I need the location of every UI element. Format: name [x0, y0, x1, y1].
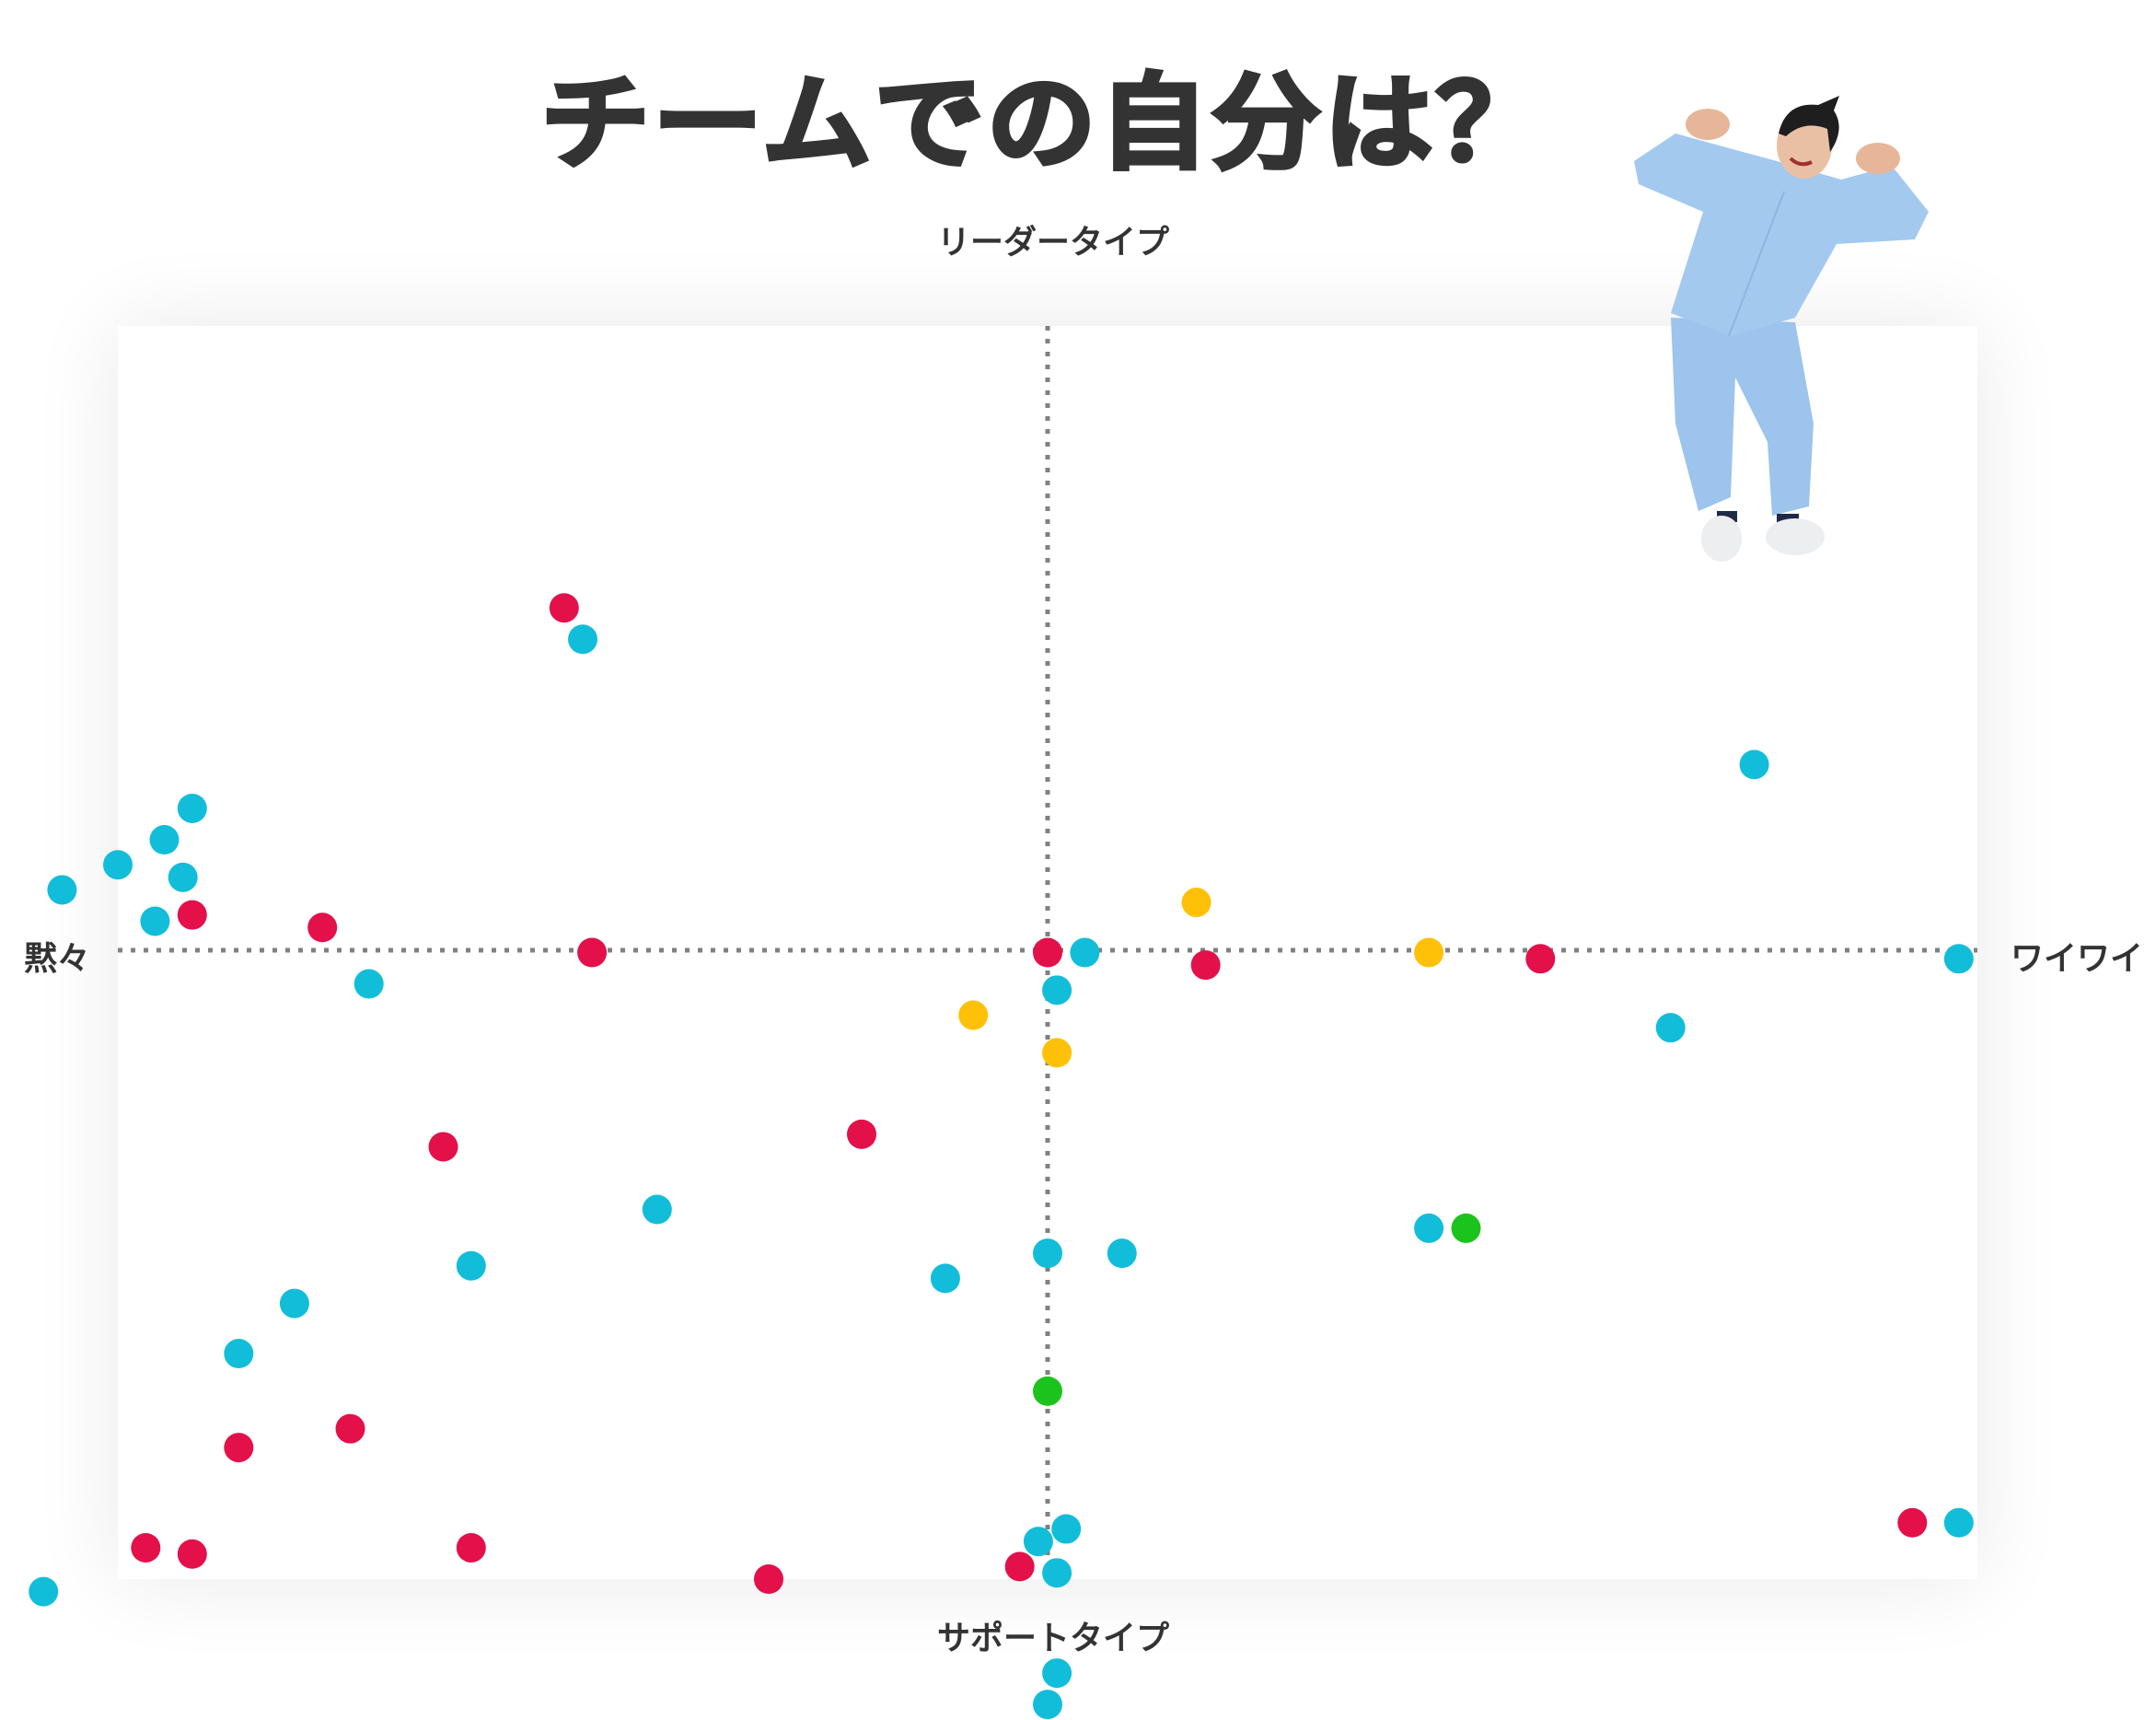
- data-point-red: [1525, 944, 1556, 974]
- data-point-red: [1190, 950, 1221, 981]
- data-point-red: [1004, 1551, 1035, 1582]
- data-point-cyan: [1042, 1558, 1072, 1588]
- data-point-cyan: [149, 825, 180, 855]
- axis-label-left: 黙々: [24, 940, 91, 978]
- axis-label-bottom: サポートタイプ: [936, 1620, 1170, 1657]
- data-point-cyan: [568, 624, 597, 655]
- data-point-cyan: [279, 1288, 309, 1319]
- data-point-red: [307, 912, 338, 943]
- data-point-red: [1033, 937, 1062, 968]
- data-point-cyan: [168, 862, 198, 892]
- data-point-green: [1451, 1213, 1481, 1243]
- data-point-yellow: [1414, 937, 1444, 968]
- data-point-red: [131, 1532, 161, 1563]
- data-point-red: [224, 1433, 254, 1463]
- data-point-cyan: [224, 1339, 254, 1369]
- data-point-cyan: [456, 1250, 486, 1281]
- data-point-cyan: [1414, 1213, 1444, 1243]
- data-point-cyan: [140, 906, 170, 936]
- data-point-cyan: [1107, 1238, 1137, 1269]
- data-point-cyan: [1042, 1658, 1072, 1689]
- data-point-cyan: [1023, 1527, 1053, 1557]
- axis-label-top: リーダータイプ: [936, 224, 1170, 261]
- data-point-red: [1897, 1507, 1928, 1538]
- data-point-cyan: [354, 969, 384, 999]
- data-point-cyan: [1070, 937, 1100, 968]
- data-point-cyan: [1943, 944, 1974, 974]
- data-point-cyan: [177, 793, 207, 823]
- data-point-cyan: [47, 875, 77, 905]
- data-point-yellow: [1181, 888, 1211, 918]
- data-point-cyan: [930, 1263, 960, 1294]
- page-title: チームでの自分は？: [539, 61, 1549, 186]
- data-point-cyan: [1739, 750, 1769, 780]
- data-point-green: [1033, 1376, 1062, 1406]
- data-point-red: [754, 1564, 783, 1594]
- data-point-cyan: [29, 1576, 59, 1607]
- data-point-red: [577, 937, 608, 968]
- data-point-red: [549, 593, 579, 623]
- data-point-cyan: [642, 1194, 672, 1225]
- data-point-cyan: [1655, 1013, 1686, 1043]
- data-point-red: [456, 1532, 486, 1563]
- data-point-red: [847, 1119, 876, 1149]
- data-point-red: [177, 1539, 207, 1569]
- data-point-cyan: [1943, 1507, 1974, 1538]
- data-point-yellow: [1042, 1038, 1072, 1068]
- axis-label-right: ワイワイ: [2011, 940, 2144, 978]
- data-point-yellow: [958, 1000, 989, 1030]
- data-point-red: [335, 1413, 365, 1444]
- data-point-cyan: [1042, 975, 1072, 1005]
- data-point-red: [177, 900, 207, 930]
- data-point-red: [428, 1132, 458, 1162]
- data-point-cyan: [1033, 1690, 1062, 1720]
- data-point-cyan: [1033, 1238, 1062, 1269]
- data-point-cyan: [103, 850, 133, 880]
- person-illustration: [1634, 96, 1929, 562]
- data-point-cyan: [1051, 1514, 1082, 1544]
